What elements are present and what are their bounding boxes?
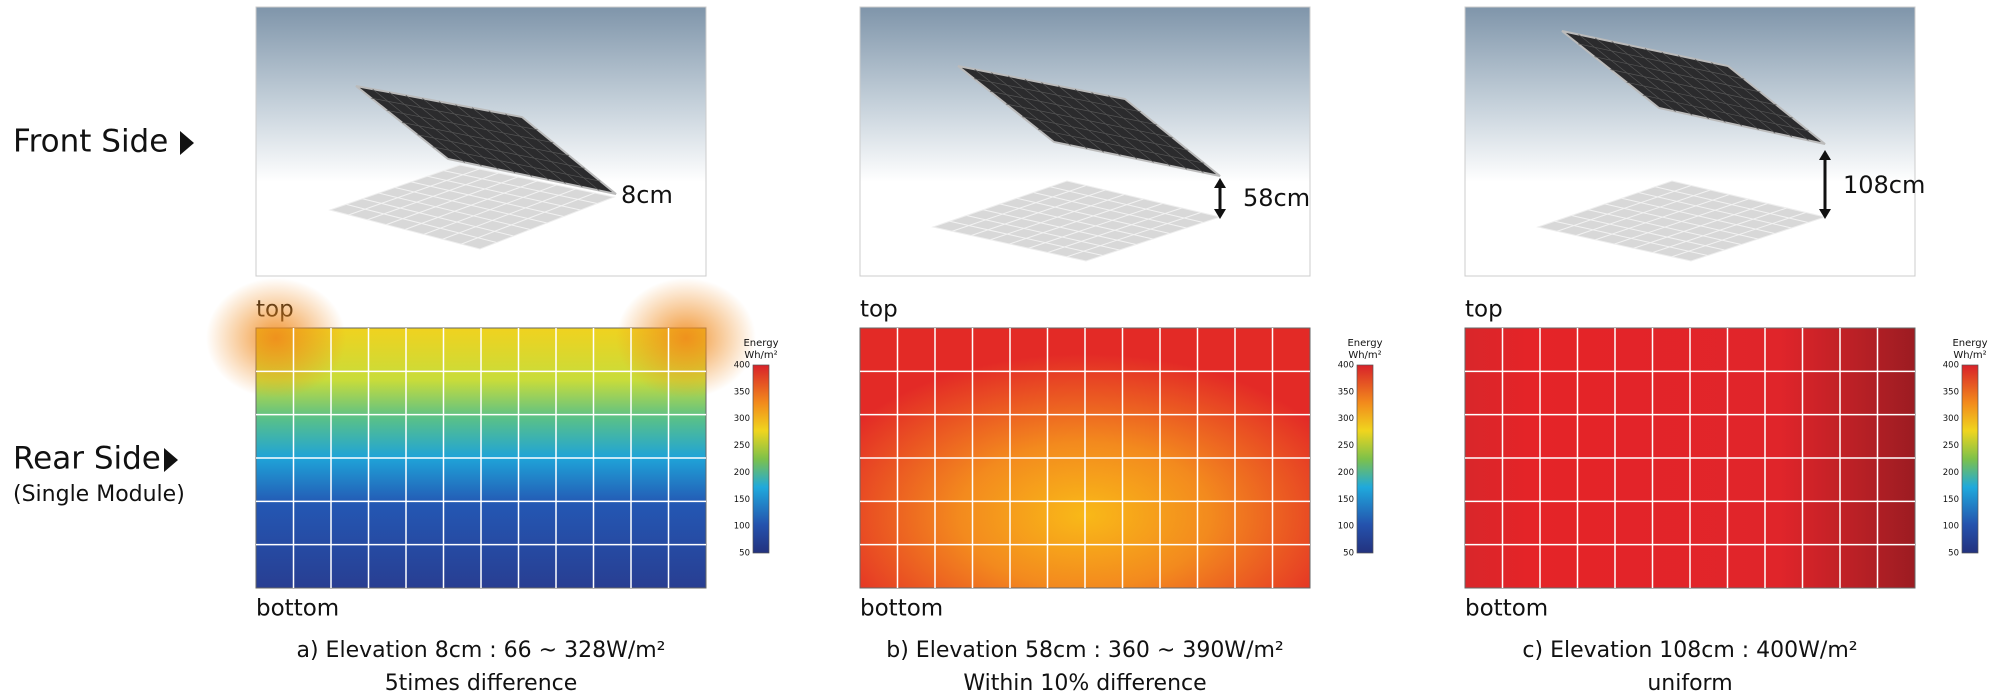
colorbar-tick-label: 300 bbox=[1943, 414, 1959, 424]
colorbar-tick-label: 100 bbox=[734, 522, 750, 532]
ground-line bbox=[461, 192, 595, 245]
panel-cell-line bbox=[1711, 62, 1809, 141]
row-note: (Single Module) bbox=[13, 482, 185, 507]
ground-line bbox=[1655, 186, 1809, 223]
ground-line bbox=[1016, 197, 1170, 234]
elevation-label: 8cm bbox=[621, 181, 673, 209]
heatmap-corner bbox=[206, 278, 346, 398]
colorbar-tick-label: 250 bbox=[1943, 441, 1959, 451]
colorbar-tick-label: 400 bbox=[1338, 361, 1354, 371]
ground-line bbox=[1638, 192, 1792, 229]
panel-cell-line bbox=[1642, 94, 1809, 132]
panel-cell-line bbox=[1694, 58, 1793, 138]
bottom-label: bottom bbox=[256, 596, 339, 622]
colorbar-tick-label: 50 bbox=[1343, 549, 1354, 559]
colorbar-tick-label: 200 bbox=[1943, 468, 1959, 478]
ground-line bbox=[404, 180, 538, 230]
colorbar-tick-label: 50 bbox=[1948, 549, 1959, 559]
row-label: Rear Side bbox=[13, 441, 161, 477]
ground-line bbox=[411, 181, 564, 217]
panel-cell-line bbox=[432, 146, 601, 182]
colorbar-title: Energy bbox=[1347, 338, 1382, 349]
colorbar-tick-label: 150 bbox=[1338, 495, 1354, 505]
colorbar-tick-label: 300 bbox=[734, 414, 750, 424]
arrow-head bbox=[1214, 178, 1226, 188]
panel-cell-line bbox=[1677, 55, 1776, 134]
ground-line bbox=[1671, 212, 1807, 258]
ground-line bbox=[1652, 207, 1787, 253]
ground-grid bbox=[328, 164, 616, 250]
ground-line bbox=[1621, 197, 1775, 234]
caption: b) Elevation 58cm : 360 ~ 390W/m² bbox=[886, 638, 1283, 663]
colorbar-tick-label: 100 bbox=[1338, 522, 1354, 532]
colorbar-tick-label: 200 bbox=[734, 468, 750, 478]
colorbar-tick-label: 350 bbox=[1943, 387, 1959, 397]
panel-cell-line bbox=[1108, 95, 1204, 173]
colorbar-unit: Wh/m² bbox=[1348, 350, 1381, 361]
elevation-label: 58cm bbox=[1243, 184, 1310, 212]
ground-line bbox=[423, 184, 557, 235]
top-label: top bbox=[1465, 297, 1503, 323]
colorbar-tick-label: 350 bbox=[734, 387, 750, 397]
colorbar-tick-label: 400 bbox=[734, 361, 750, 371]
heatmap-corner bbox=[616, 278, 756, 398]
ground-line bbox=[1033, 192, 1187, 229]
colorbar-tick-label: 150 bbox=[734, 495, 750, 505]
panel-cell-line bbox=[1037, 128, 1205, 164]
colorbar-unit: Wh/m² bbox=[744, 350, 777, 361]
panel-cell-line bbox=[1091, 92, 1188, 170]
colorbar-unit: Wh/m² bbox=[1953, 350, 1986, 361]
caption: Within 10% difference bbox=[963, 671, 1206, 693]
caption: uniform bbox=[1647, 671, 1732, 693]
caption: 5times difference bbox=[385, 671, 578, 693]
panel-cell-line bbox=[488, 110, 583, 188]
colorbar-tick-label: 300 bbox=[1338, 414, 1354, 424]
ground-line bbox=[1614, 198, 1749, 245]
panel-cell-line bbox=[1057, 85, 1154, 163]
panel-cell-line bbox=[455, 104, 550, 181]
panel-cell-line bbox=[1661, 51, 1759, 130]
arrow-head bbox=[1819, 209, 1831, 219]
colorbar-tick-label: 350 bbox=[1338, 387, 1354, 397]
bottom-label: bottom bbox=[860, 596, 943, 622]
ground-line bbox=[443, 170, 598, 204]
arrow-icon bbox=[180, 131, 194, 155]
ground-line bbox=[442, 188, 576, 240]
caption: a) Elevation 8cm : 66 ~ 328W/m² bbox=[297, 638, 666, 663]
ground-line bbox=[1009, 198, 1144, 245]
colorbar-tick-label: 400 bbox=[1943, 361, 1959, 371]
ground-line bbox=[1047, 207, 1182, 253]
arrow-head bbox=[1819, 150, 1831, 160]
colorbar bbox=[1961, 364, 1979, 554]
ground-line bbox=[427, 175, 581, 211]
colorbar-tick-label: 250 bbox=[734, 441, 750, 451]
colorbar bbox=[752, 364, 770, 554]
colorbar-tick-label: 200 bbox=[1338, 468, 1354, 478]
panel-cell-line bbox=[471, 107, 566, 184]
elevation-label: 108cm bbox=[1843, 171, 1925, 199]
row-label: Front Side bbox=[13, 124, 168, 160]
colorbar-tick-label: 50 bbox=[739, 549, 750, 559]
colorbar bbox=[1356, 364, 1374, 554]
panel-cell-line bbox=[505, 113, 600, 191]
colorbar-title: Energy bbox=[1952, 338, 1987, 349]
ground-line bbox=[1066, 212, 1202, 258]
colorbar-tick-label: 250 bbox=[1338, 441, 1354, 451]
bottom-label: bottom bbox=[1465, 596, 1548, 622]
colorbar-tick-label: 100 bbox=[1943, 522, 1959, 532]
colorbar-title: Energy bbox=[743, 338, 778, 349]
top-label: top bbox=[860, 297, 898, 323]
ground-line bbox=[1050, 186, 1204, 223]
arrow-icon bbox=[164, 448, 178, 472]
colorbar-tick-label: 150 bbox=[1943, 495, 1959, 505]
ground-line bbox=[1633, 203, 1768, 249]
ground-line bbox=[1028, 203, 1163, 249]
arrow-head bbox=[1214, 209, 1226, 219]
panel-cell-line bbox=[1074, 88, 1171, 167]
caption: c) Elevation 108cm : 400W/m² bbox=[1522, 638, 1857, 663]
